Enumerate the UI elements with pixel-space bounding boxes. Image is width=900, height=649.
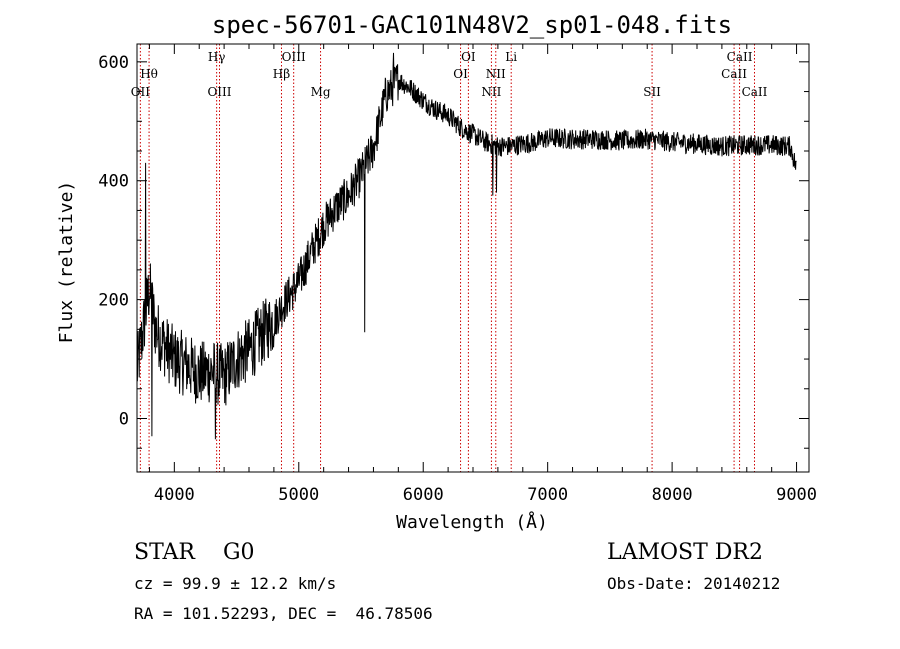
redshift-info: cz = 99.9 ± 12.2 km/s [134, 574, 337, 593]
y-axis-label: Flux (relative) [56, 181, 77, 344]
chart-title: spec-56701-GAC101N48V2_sp01-048.fits [212, 11, 732, 39]
coordinates: RA = 101.52293, DEC = 46.78506 [134, 604, 433, 623]
y-tick-label: 0 [119, 410, 129, 430]
line-marker-label: CaII [721, 67, 747, 81]
x-tick-label: 8000 [652, 485, 693, 505]
line-marker-label: CaII [727, 50, 753, 64]
x-tick-label: 4000 [154, 485, 195, 505]
line-marker-label: OI [461, 50, 476, 64]
line-marker-label: OI [453, 67, 468, 81]
y-tick-label: 200 [98, 291, 129, 311]
x-tick-label: 5000 [278, 485, 319, 505]
line-marker-label: CaII [742, 85, 768, 99]
y-tick-label: 400 [98, 172, 129, 192]
line-marker-label: Mg [311, 85, 331, 99]
y-tick-label: 600 [98, 53, 129, 73]
spectrum-series [136, 52, 797, 440]
line-marker-label: Hβ [273, 67, 290, 81]
line-marker-label: NII [481, 85, 501, 99]
x-axis-label: Wavelength (Å) [396, 511, 548, 533]
x-tick-label: 7000 [527, 485, 568, 505]
x-tick-label: 9000 [776, 485, 817, 505]
line-marker-label: OIII [207, 85, 231, 99]
line-marker-label: NII [486, 67, 506, 81]
line-marker-label: Li [505, 50, 517, 64]
x-tick-label: 6000 [403, 485, 444, 505]
plot-frame [136, 43, 810, 473]
object-class: STAR G0 [134, 540, 255, 565]
line-marker-label: OIII [282, 50, 306, 64]
line-marker-label: Hθ [140, 67, 158, 81]
line-marker-label: Hγ [208, 50, 226, 64]
line-marker-label: SII [643, 85, 661, 99]
plot-axes: 4000 5000 6000 7000 8000 9000 0 200 400 600 [98, 43, 817, 505]
obs-date: Obs-Date: 20140212 [607, 574, 781, 593]
survey-name: LAMOST DR2 [607, 540, 763, 565]
spectrum-line [136, 52, 797, 440]
